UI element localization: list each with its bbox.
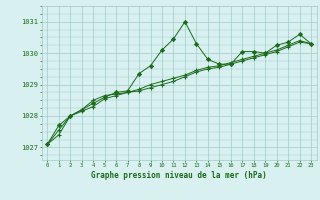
X-axis label: Graphe pression niveau de la mer (hPa): Graphe pression niveau de la mer (hPa) <box>91 171 267 180</box>
